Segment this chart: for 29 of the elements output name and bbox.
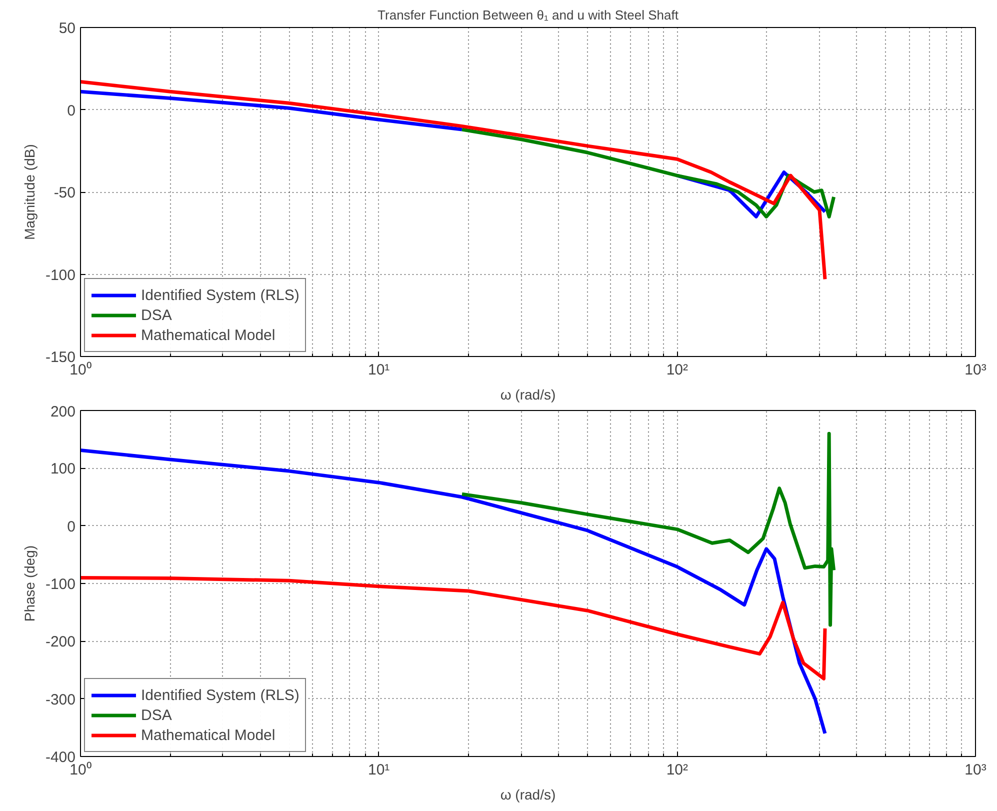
legend-label: DSA <box>141 306 172 324</box>
legend-label: Mathematical Model <box>141 326 276 344</box>
x-tick-label: 10⁰ <box>70 762 92 778</box>
y-axis-title: Magnitude (dB) <box>21 144 38 240</box>
x-axis-title: ω (rad/s) <box>500 386 556 402</box>
x-tick-label: 10² <box>666 762 688 778</box>
x-tick-label: 10¹ <box>368 362 390 378</box>
y-tick-label: 100 <box>50 460 76 478</box>
x-tick-label: 10² <box>666 362 688 378</box>
x-tick-label: 10⁰ <box>70 362 92 378</box>
x-tick-label: 10¹ <box>368 762 390 778</box>
y-tick-label: 200 <box>50 404 76 420</box>
legend-label: Identified System (RLS) <box>141 686 300 704</box>
y-tick-label: -50 <box>54 184 76 202</box>
legend-label: DSA <box>141 706 172 724</box>
y-tick-label: -200 <box>45 634 76 651</box>
legend-label: Identified System (RLS) <box>141 286 300 304</box>
y-tick-label: 50 <box>58 20 76 37</box>
x-axis-title: ω (rad/s) <box>500 786 556 802</box>
x-tick-label: 10³ <box>964 762 986 778</box>
y-tick-label: 0 <box>67 518 76 536</box>
x-tick-label: 10³ <box>964 362 986 378</box>
y-axis-title: Phase (deg) <box>21 545 38 622</box>
y-tick-label: 0 <box>67 102 76 120</box>
y-tick-label: -100 <box>45 576 76 593</box>
chart-title: Transfer Function Between θ₁ and u with Steel Shaft <box>378 8 679 22</box>
legend-label: Mathematical Model <box>141 726 276 744</box>
y-tick-label: -300 <box>45 691 76 708</box>
y-tick-label: -100 <box>45 266 76 284</box>
